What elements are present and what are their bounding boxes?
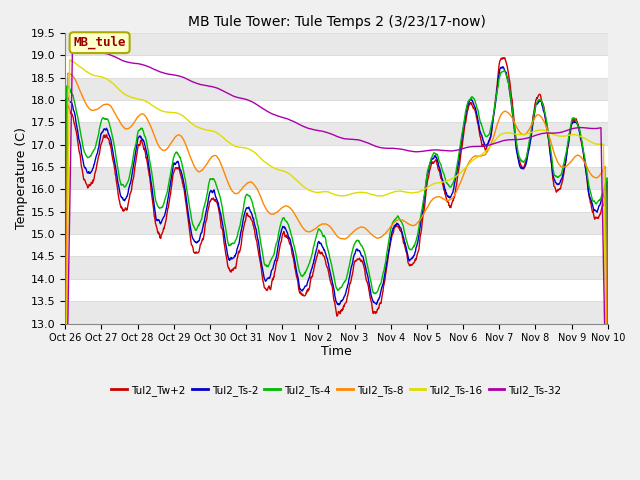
- Bar: [65, 33, 608, 55]
- Bar: [65, 301, 608, 324]
- Text: MB_tule: MB_tule: [74, 36, 126, 49]
- Bar: [65, 167, 608, 190]
- Bar: [65, 256, 608, 279]
- Title: MB Tule Tower: Tule Temps 2 (3/23/17-now): MB Tule Tower: Tule Temps 2 (3/23/17-now…: [188, 15, 486, 29]
- Legend: Tul2_Tw+2, Tul2_Ts-2, Tul2_Ts-4, Tul2_Ts-8, Tul2_Ts-16, Tul2_Ts-32: Tul2_Tw+2, Tul2_Ts-2, Tul2_Ts-4, Tul2_Ts…: [108, 381, 566, 400]
- Bar: [65, 78, 608, 100]
- Bar: [65, 122, 608, 144]
- Bar: [65, 212, 608, 234]
- X-axis label: Time: Time: [321, 345, 352, 358]
- Y-axis label: Temperature (C): Temperature (C): [15, 127, 28, 229]
